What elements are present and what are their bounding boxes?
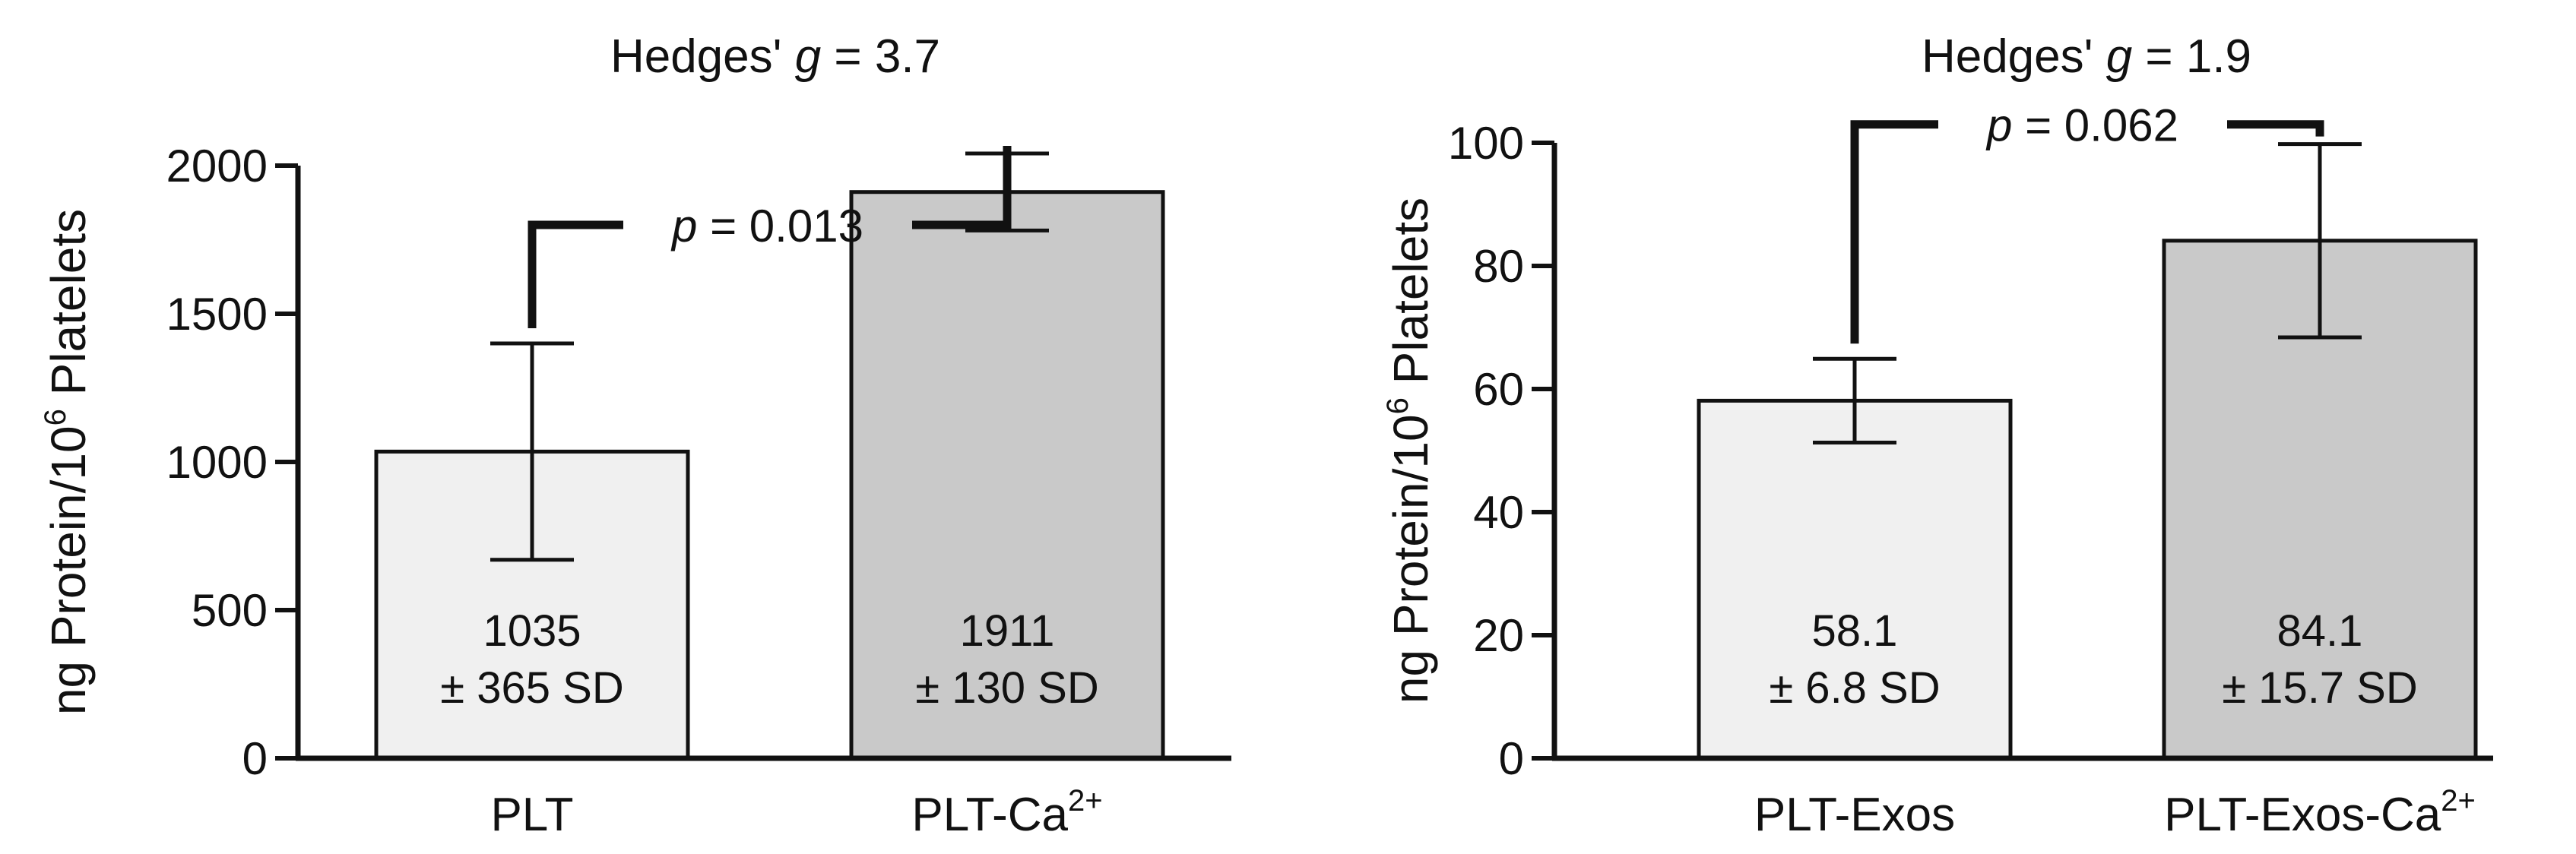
y-tick-label: 1500 [166, 289, 268, 340]
p-value-label: p = 0.013 [670, 201, 863, 251]
category-label: PLT-Exos [1754, 789, 1955, 841]
significance-bracket-left [1850, 120, 1938, 344]
chart-panel-left: ng Protein/106 Platelets 0 500 1000 1500 2000… [39, 30, 1231, 841]
bar-value-label: 1911 [960, 606, 1055, 656]
category-label: PLT-Exos-Ca2+ [2164, 784, 2476, 841]
p-value-label: p = 0.062 [1985, 100, 2178, 151]
bar-value-label: 1035 [483, 606, 581, 656]
y-tick-label: 80 [1473, 241, 1524, 292]
category-label: PLT [490, 789, 573, 841]
significance-bracket-right [2227, 120, 2324, 137]
bar [849, 190, 1165, 761]
y-tick-label: 0 [242, 733, 268, 784]
bar-sd-label: ± 15.7 SD [2222, 663, 2418, 713]
y-tick-label: 20 [1473, 610, 1524, 661]
significance-bracket-right [912, 146, 1012, 229]
hedges-g-label: Hedges' g = 1.9 [1922, 30, 2251, 83]
bar-sd-label: ± 365 SD [440, 663, 623, 713]
y-tick-label: 60 [1473, 364, 1524, 415]
category-label: PLT-Ca2+ [911, 784, 1102, 841]
bar-sd-label: ± 6.8 SD [1769, 663, 1940, 713]
y-axis-label: ng Protein/106 Platelets [1381, 198, 1438, 704]
y-tick-label: 40 [1473, 487, 1524, 538]
bar-value-label: 84.1 [2277, 606, 2363, 656]
y-tick-label: 0 [1499, 733, 1524, 784]
y-tick-label: 1000 [166, 437, 268, 488]
y-tick-label: 100 [1448, 118, 1524, 169]
bar-value-label: 58.1 [1812, 606, 1898, 656]
bar [1697, 398, 2013, 761]
bar-sd-label: ± 130 SD [915, 663, 1098, 713]
y-tick-label: 2000 [166, 141, 268, 191]
significance-bracket-left [528, 220, 623, 328]
hedges-g-label: Hedges' g = 3.7 [610, 30, 940, 83]
chart-panel-right: ng Protein/106 Platelets 0 20 40 60 80 100 58.1… [1381, 30, 2493, 841]
y-axis-label: ng Protein/106 Platelets [39, 209, 96, 715]
y-tick-label: 500 [192, 585, 268, 636]
